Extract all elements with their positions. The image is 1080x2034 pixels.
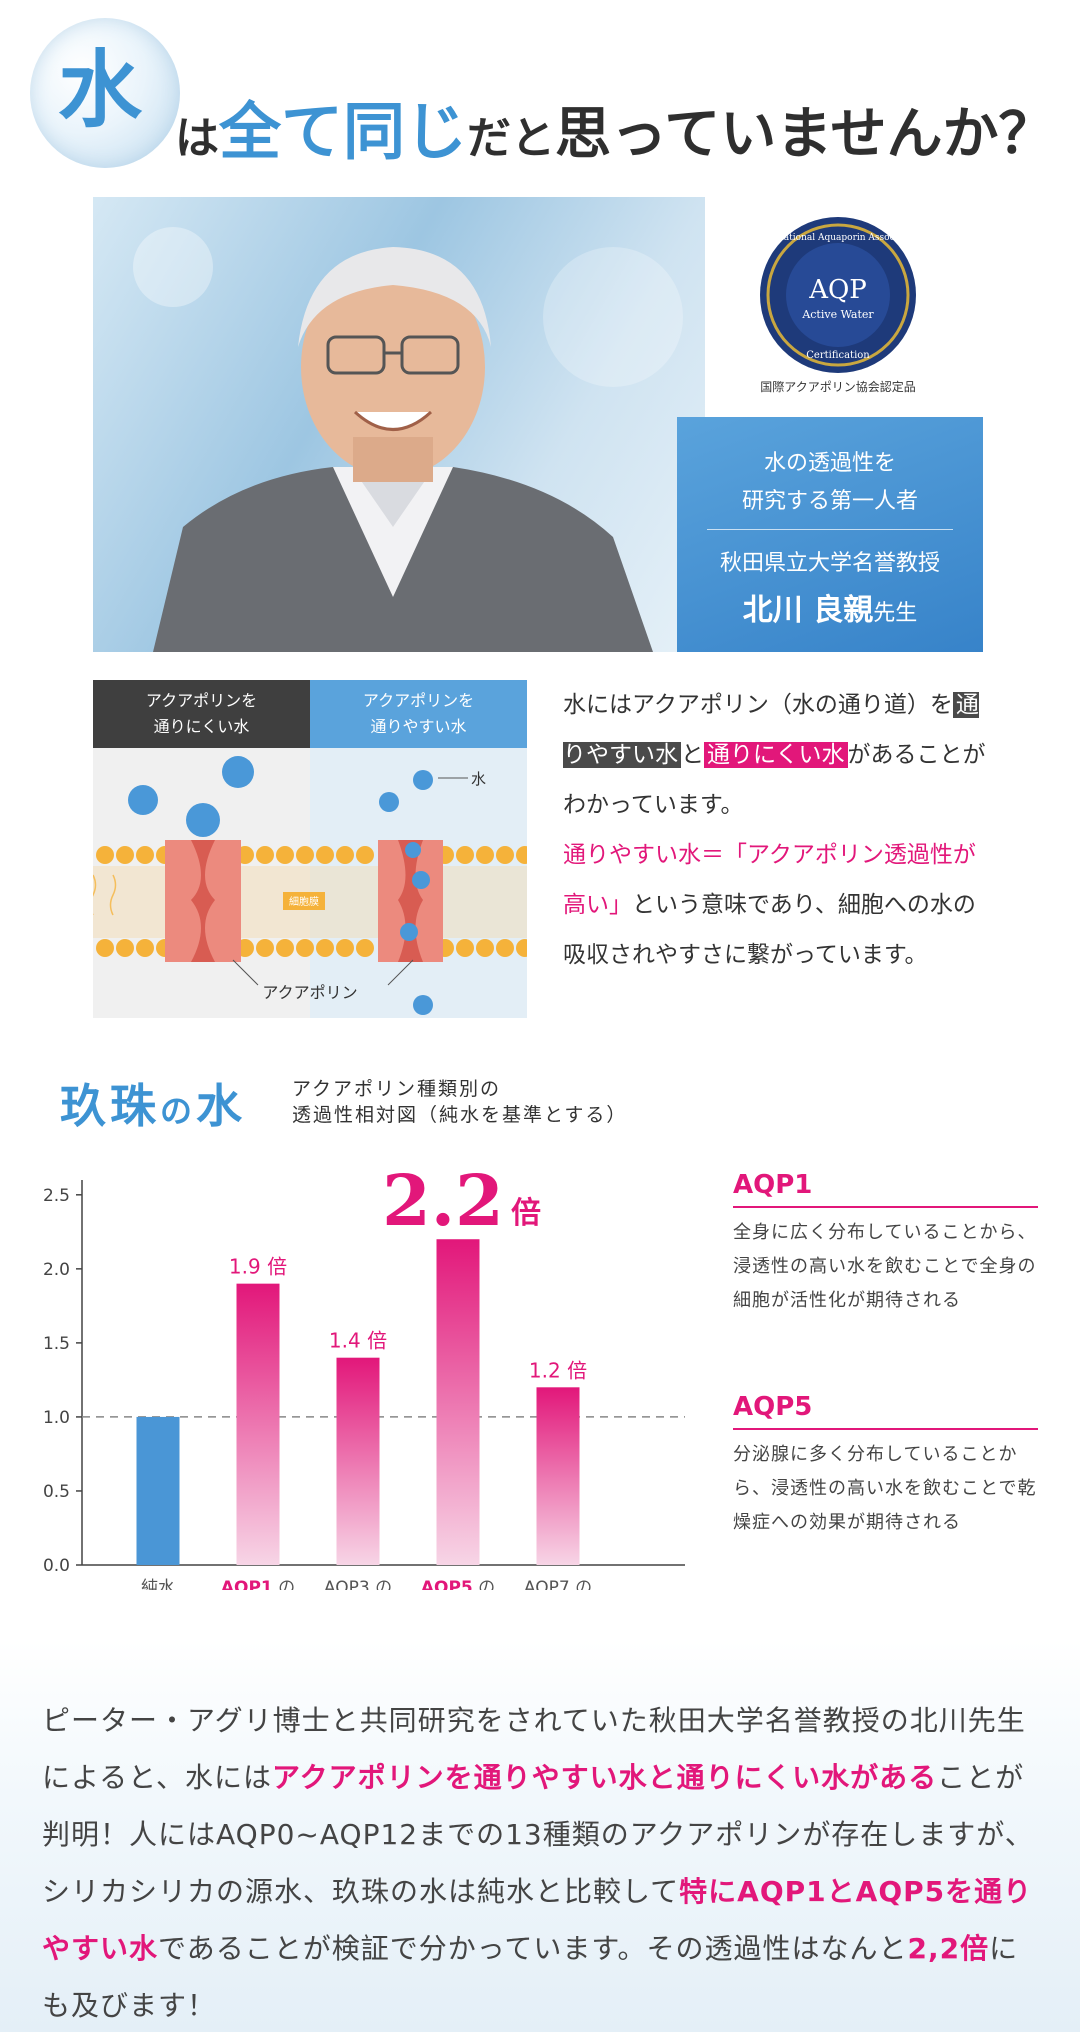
professor-affiliation: 秋田県立大学名誉教授: [719, 551, 940, 576]
aquaporin-label: アクアポリン: [262, 983, 357, 1002]
note-aqp1: AQP1 全身に広く分布していることから、浸透性の高い水を飲むことで全身の細胞が…: [733, 1170, 1038, 1318]
chart-brand-title: 玖珠の水: [60, 1079, 247, 1133]
diagram-header-easy: アクアポリンを 通りやすい水: [310, 680, 527, 748]
note-title: AQP5: [733, 1392, 1038, 1430]
aqp-notes: AQP1 全身に広く分布していることから、浸透性の高い水を飲むことで全身の細胞が…: [733, 1170, 1038, 1540]
y-tick-label: 1.5: [43, 1334, 70, 1354]
category-label: AQP5 の: [421, 1578, 495, 1590]
note-aqp5: AQP5 分泌腺に多く分布していることから、浸透性の高い水を飲むことで乾燥症への…: [733, 1392, 1038, 1540]
bar: [536, 1387, 580, 1565]
value-label: 1.4 倍: [329, 1329, 387, 1353]
bottom-paragraph: ピーター・アグリ博士と共同研究をされていた秋田大学名誉教授の北川先生によると、水…: [42, 1704, 1034, 2022]
value-label: 1.9 倍: [229, 1255, 287, 1279]
category-label: AQP3 の: [324, 1578, 392, 1590]
certification-caption: 国際アクアポリン協会認定品: [760, 380, 916, 394]
diagram-header-hard: アクアポリンを 通りにくい水: [93, 680, 310, 748]
category-label: 純水: [141, 1578, 175, 1590]
category-label: AQP7 の: [524, 1578, 592, 1590]
name-text: 北川 良親: [742, 593, 874, 628]
svg-text:Certification: Certification: [806, 350, 870, 361]
svg-text:AQP: AQP: [808, 275, 867, 305]
headline-text: は全て同じだと思っていませんか？: [175, 92, 1055, 188]
aquaporin-description: 水にはアクアポリン（水の通り道）を 通りやすい水と通りにくい水 があることがわかって…: [563, 692, 986, 968]
svg-text:Active Water: Active Water: [801, 308, 874, 321]
professor-name: 北川 良親先生: [677, 585, 983, 629]
role-line-2: 研究する第一人者: [741, 489, 918, 514]
note-text: 全身に広く分布していることから、浸透性の高い水を飲むことで全身の細胞が活性化が期…: [733, 1222, 1037, 1311]
highlight-hard-water: 通りにくい水: [704, 742, 848, 768]
membrane-label: 細胞膜: [289, 895, 319, 908]
svg-text:International Aquaporin Associ: International Aquaporin Association: [755, 233, 920, 243]
headline-part4: 思っていませんか？: [555, 101, 1055, 167]
headline-part3: だと: [467, 113, 556, 164]
aqp-certification-badge: International Aquaporin Association AQP …: [738, 210, 938, 410]
y-tick-label: 0.5: [43, 1482, 70, 1502]
category-label: AQP1 の: [221, 1578, 295, 1590]
professor-photo: [93, 197, 705, 652]
value-label-unit: 倍: [511, 1196, 541, 1231]
y-tick-label: 1.0: [43, 1408, 70, 1428]
aquaporin-diagram: アクアポリンを 通りにくい水 アクアポリンを 通りやすい水 細胞膜 水: [93, 680, 527, 1018]
bar: [236, 1283, 280, 1565]
note-title: AQP1: [733, 1170, 1038, 1208]
value-label: 1.2 倍: [529, 1358, 587, 1382]
note-text: 分泌腺に多く分布していることから、浸透性の高い水を飲むことで乾燥症への効果が期待…: [733, 1444, 1037, 1533]
professor-role: 水の透過性を 研究する第一人者: [677, 445, 983, 521]
y-tick-label: 0.0: [43, 1556, 70, 1576]
headline-part1: は: [175, 113, 219, 164]
honorific-text: 先生: [873, 601, 918, 626]
bar: [136, 1416, 180, 1565]
value-label-big: 2.2: [382, 1160, 504, 1242]
divider: [707, 529, 953, 530]
bar: [336, 1357, 380, 1565]
chart-subtitle: アクアポリン種類別の 透過性相対図（純水を基準とする）: [292, 1078, 628, 1126]
headline-part2: 全て同じ: [219, 95, 468, 168]
professor-info-box: 水の透過性を 研究する第一人者 秋田県立大学名誉教授 北川 良親先生: [677, 417, 983, 652]
y-tick-label: 2.0: [43, 1260, 70, 1280]
headline-mizu: 水: [58, 40, 143, 139]
water-drop-icon: [30, 18, 180, 168]
bottom-background: [0, 1640, 1080, 2032]
headline: 水 は全て同じだと思っていませんか？: [0, 0, 1080, 190]
bar: [436, 1239, 480, 1565]
role-line-1: 水の透過性を: [763, 451, 896, 476]
y-tick-label: 2.5: [43, 1186, 70, 1206]
pink-definition: 通りやすい水＝「アクアポリン透過性が高い」: [563, 842, 976, 918]
water-label: 水: [471, 770, 486, 788]
